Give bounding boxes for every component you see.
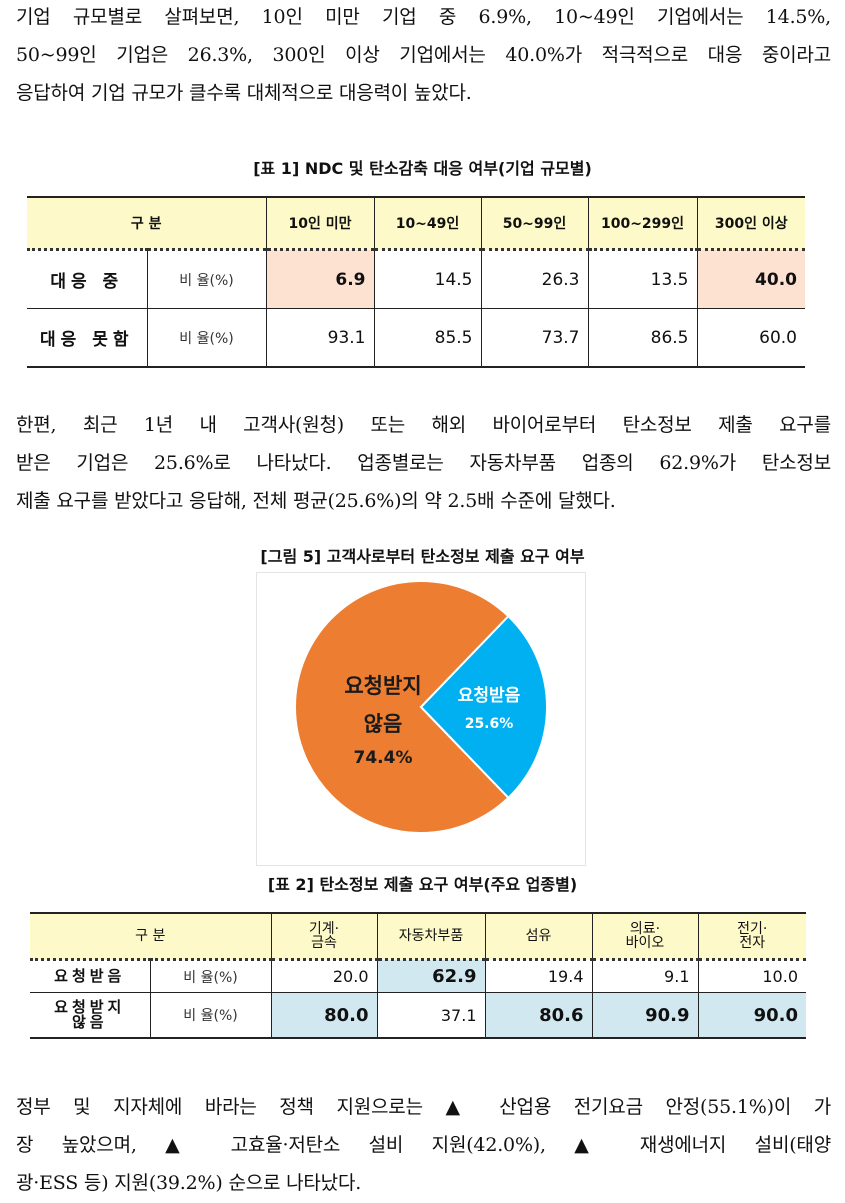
col-header-line: 섬유 [525, 928, 552, 944]
table1-cell: 86.5 [587, 308, 697, 368]
pie-slice-requested [419, 614, 548, 800]
table1-col-header: 10~49인 [373, 196, 481, 251]
table1-col-header: 300인 이상 [696, 196, 805, 251]
paragraph-3: 정부 및 지자체에 바라는 정책 지원으로는 ▲ 산업용 전기요금 안정(55.… [16, 1088, 831, 1202]
table1-row-sub: 비 율(%) [146, 249, 266, 309]
table1-cell: 6.9 [265, 249, 374, 309]
table2-row: 요청받음 비 율(%) 20.0 62.9 19.4 9.1 10.0 [30, 959, 806, 993]
paragraph-line: 정부 및 지자체에 바라는 정책 지원으로는 ▲ 산업용 전기요금 안정(55.… [16, 1096, 831, 1118]
table1-cell: 13.5 [587, 249, 697, 309]
pie-chart: 요청받지 않음 74.4% 요청받음 25.6% [294, 580, 548, 834]
slice-label-not-requested-line1: 요청받지 [344, 674, 421, 698]
table1-row-label: 대응 중 [27, 249, 147, 309]
col-header-line: 기계· [308, 921, 340, 937]
figure5-caption: [그림 5] 고객사로부터 탄소정보 제출 요구 여부 [260, 547, 585, 566]
table1-row: 대응 못함 비 율(%) 93.1 85.5 73.7 86.5 60.0 [27, 308, 805, 368]
table2-caption: [표 2] 탄소정보 제출 요구 여부(주요 업종별) [267, 875, 578, 894]
table1-header-label: 구 분 [27, 196, 266, 251]
paragraph-line: 받은 기업은 25.6%로 나타났다. 업종별로는 자동차부품 업종의 62.9… [16, 452, 831, 474]
table1-cell: 93.1 [265, 308, 374, 368]
table2-row: 요청받지 않음 비 율(%) 80.0 37.1 80.6 90.9 90.0 [30, 992, 806, 1039]
table2-cell: 62.9 [376, 959, 485, 993]
paragraph-line: 응답하여 기업 규모가 클수록 대체적으로 대응력이 높았다. [16, 82, 472, 104]
table2-cell: 37.1 [376, 992, 485, 1039]
paragraph-1: 기업 규모별로 살펴보면, 10인 미만 기업 중 6.9%, 10~49인 기… [16, 0, 831, 112]
table2-col-header: 기계· 금속 [270, 912, 377, 961]
table1-cell: 14.5 [373, 249, 481, 309]
table1-row-sub: 비 율(%) [146, 308, 266, 368]
table1-cell: 85.5 [373, 308, 481, 368]
paragraph-line: 제출 요구를 받았다고 응답해, 전체 평균(25.6%)의 약 2.5배 수준… [16, 490, 616, 512]
paragraph-line: 광·ESS 등) 지원(39.2%) 순으로 나타났다. [16, 1172, 362, 1194]
table1-cell: 26.3 [480, 249, 588, 309]
col-header-line: 의료· [629, 921, 661, 937]
table2-row-sub: 비 율(%) [149, 959, 271, 993]
row-label-line: 요청받지 [54, 998, 126, 1016]
table2-row-label: 요청받지 않음 [30, 992, 150, 1039]
row-label-line: 요청받음 [54, 967, 126, 985]
table2-header-row: 구 분 기계· 금속 자동차부품 섬유 의료· 바이오 전기· 전자 [30, 912, 806, 961]
slice-label-requested: 요청받음 [458, 685, 521, 706]
table1-header-row: 구 분 10인 미만 10~49인 50~99인 100~299인 300인 이… [27, 196, 805, 251]
table2-cell: 90.9 [591, 992, 698, 1039]
table2-col-header: 전기· 전자 [697, 912, 806, 961]
slice-label-not-requested-line2: 않음 [364, 712, 403, 736]
table2-row-label: 요청받음 [30, 959, 150, 993]
table2-cell: 10.0 [697, 959, 806, 993]
table2-row-sub: 비 율(%) [149, 992, 271, 1039]
pie-chart-frame: 요청받지 않음 74.4% 요청받음 25.6% [256, 572, 586, 866]
table2-header-label: 구 분 [30, 912, 271, 961]
col-header-line: 전자 [739, 935, 766, 951]
paragraph-line: 장 높았으며, ▲ 고효율·저탄소 설비 지원(42.0%), ▲ 재생에너지 … [16, 1134, 831, 1156]
table1-row: 대응 중 비 율(%) 6.9 14.5 26.3 13.5 40.0 [27, 249, 805, 309]
paragraph-line: 한편, 최근 1년 내 고객사(원청) 또는 해외 바이어로부터 탄소정보 제출… [16, 414, 831, 436]
table2-cell: 9.1 [591, 959, 698, 993]
table2-col-header: 자동차부품 [376, 912, 485, 961]
table2-cell: 80.0 [270, 992, 377, 1039]
table1-caption: [표 1] NDC 및 탄소감축 대응 여부(기업 규모별) [253, 159, 592, 178]
row-label-line: 않음 [71, 1013, 108, 1031]
table2-cell: 19.4 [484, 959, 592, 993]
table1-col-header: 50~99인 [480, 196, 588, 251]
paragraph-line: 기업 규모별로 살펴보면, 10인 미만 기업 중 6.9%, 10~49인 기… [16, 6, 831, 28]
slice-value-requested: 25.6% [465, 716, 514, 732]
table2: 구 분 기계· 금속 자동차부품 섬유 의료· 바이오 전기· 전자 요청받음 비 율… [30, 912, 806, 1039]
table1-cell: 40.0 [696, 249, 805, 309]
slice-value-not-requested: 74.4% [354, 748, 413, 768]
table2-cell: 80.6 [484, 992, 592, 1039]
table1-row-label: 대응 못함 [27, 308, 147, 368]
table1-cell: 73.7 [480, 308, 588, 368]
col-header-line: 바이오 [625, 935, 665, 951]
paragraph-line: 50~99인 기업은 26.3%, 300인 이상 기업에서는 40.0%가 적… [16, 44, 831, 66]
table2-col-header: 섬유 [484, 912, 592, 961]
pie-slice-not-requested [294, 580, 510, 834]
table2-col-header: 의료· 바이오 [591, 912, 698, 961]
table1: 구 분 10인 미만 10~49인 50~99인 100~299인 300인 이… [27, 196, 805, 368]
col-header-line: 전기· [737, 921, 768, 937]
table1-col-header: 10인 미만 [265, 196, 374, 251]
paragraph-2: 한편, 최근 1년 내 고객사(원청) 또는 해외 바이어로부터 탄소정보 제출… [16, 406, 831, 520]
col-header-line: 자동차부품 [398, 928, 464, 944]
table1-cell: 60.0 [696, 308, 805, 368]
table2-cell: 90.0 [697, 992, 806, 1039]
col-header-line: 금속 [311, 935, 337, 951]
table1-col-header: 100~299인 [587, 196, 697, 251]
table2-cell: 20.0 [270, 959, 377, 993]
